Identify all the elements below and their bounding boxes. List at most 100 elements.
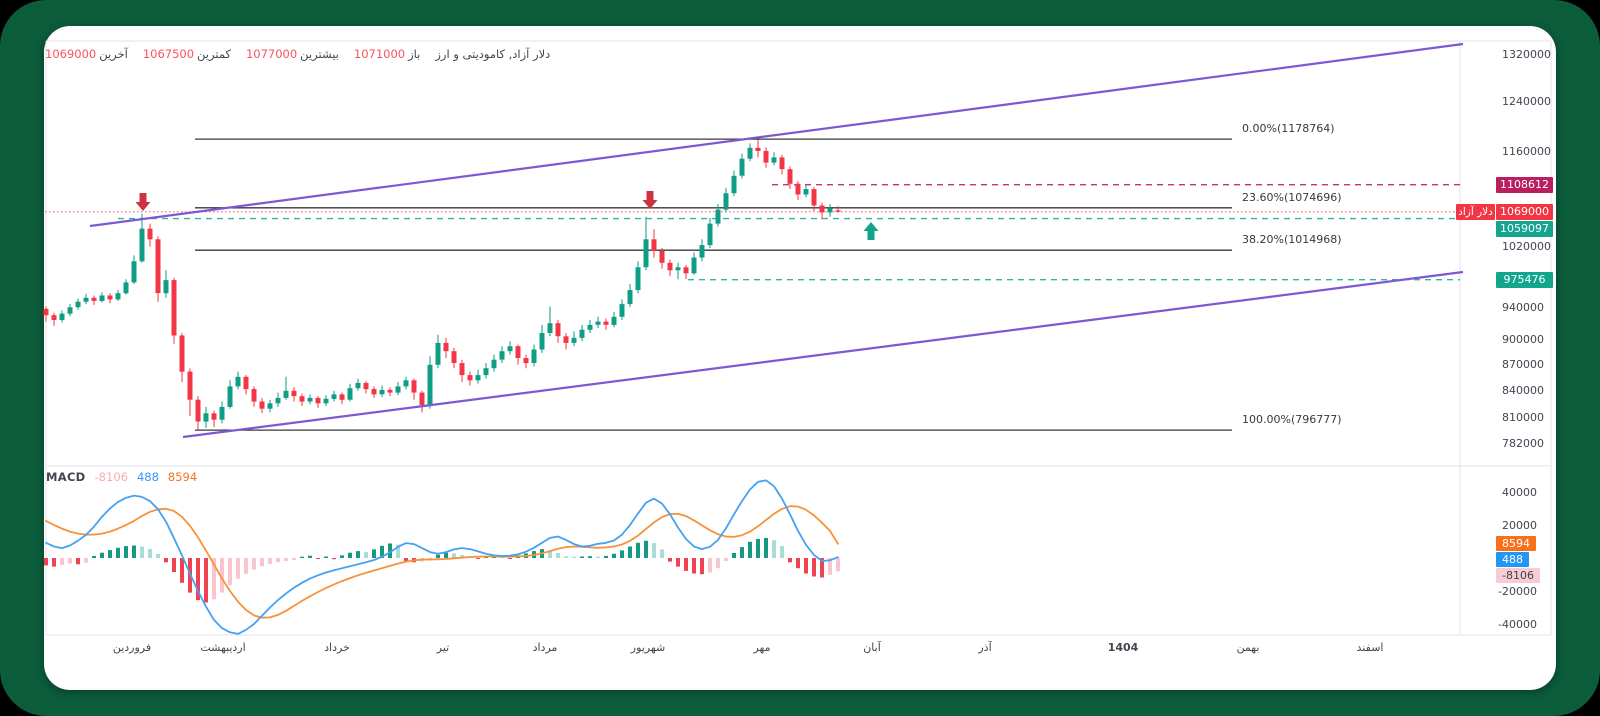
legend-last: آخرین 1069000 [45, 47, 128, 61]
candle [563, 336, 569, 343]
time-axis-label[interactable]: آذر [978, 641, 992, 654]
macd-hist-bar [636, 542, 640, 558]
macd-hist-bar [300, 556, 304, 558]
macd-hist-bar [620, 550, 624, 558]
candle [379, 389, 385, 395]
macd-axis-tick: -40000 [1498, 618, 1537, 631]
candle [635, 267, 641, 291]
candle [659, 251, 665, 263]
symbol-price-flag: دلار آزاد [1456, 204, 1495, 220]
macd-axis-badge: -8106 [1496, 568, 1540, 583]
candle [771, 157, 777, 163]
price-axis-tick: 782000 [1502, 437, 1544, 450]
candle [187, 371, 193, 400]
time-axis-label[interactable]: اسفند [1356, 641, 1384, 654]
macd-hist-bar [348, 552, 352, 558]
time-axis-label[interactable]: بهمن [1236, 641, 1260, 654]
candle [747, 147, 753, 159]
legend-last-value: 1069000 [45, 47, 97, 61]
candle [451, 351, 457, 363]
macd-hist-bar [92, 556, 96, 558]
macd-hist-bar [700, 558, 704, 575]
macd-hist-bar [732, 553, 736, 558]
macd-axis-tick: 40000 [1502, 486, 1537, 499]
macd-hist-bar [76, 558, 80, 565]
time-axis-label[interactable]: شهریور [630, 641, 666, 654]
time-axis-label[interactable]: فروردین [112, 641, 152, 654]
macd-axis-badge: 8594 [1496, 536, 1536, 551]
candle [443, 342, 449, 352]
macd-hist-bar [596, 556, 600, 558]
candle [627, 290, 633, 305]
macd-hist-bar [628, 546, 632, 558]
time-axis-label[interactable]: اردیبهشت [200, 641, 246, 654]
candle [75, 301, 81, 308]
macd-hist-bar [196, 558, 200, 601]
macd-hist-bar [476, 558, 480, 559]
macd-hist-bar [156, 554, 160, 558]
candle [83, 297, 89, 302]
candle [179, 335, 185, 372]
price-axis-tick: 900000 [1502, 333, 1544, 346]
candle [539, 333, 545, 350]
candle [283, 390, 289, 398]
candle [267, 403, 273, 409]
candle [619, 304, 625, 317]
macd-hist-bar [148, 549, 152, 558]
candle [707, 223, 713, 246]
candle [291, 390, 297, 397]
macd-hist-bar [796, 558, 800, 569]
price-axis-badge: 975476 [1496, 272, 1553, 288]
candle [755, 147, 761, 151]
price-axis-badge: 1108612 [1496, 177, 1553, 193]
price-axis-tick: 1320000 [1502, 48, 1551, 61]
candle [723, 193, 729, 210]
time-axis-label[interactable]: آبان [863, 641, 881, 654]
candle [467, 375, 473, 381]
candle [547, 323, 553, 333]
candle [107, 295, 113, 300]
candle [163, 280, 169, 294]
candle [787, 169, 793, 184]
macd-legend: MACD -8106 488 8594 [46, 470, 197, 484]
time-axis-label[interactable]: خرداد [324, 641, 350, 654]
time-axis-label[interactable]: تیر [436, 641, 450, 654]
macd-hist-bar [452, 553, 456, 558]
macd-hist-bar [52, 558, 56, 567]
candle [611, 316, 617, 325]
candle [411, 380, 417, 393]
price-axis-tick: 940000 [1502, 301, 1544, 314]
candle [419, 392, 425, 406]
macd-hist-bar [396, 544, 400, 558]
candle [651, 239, 657, 251]
macd-hist-bar [556, 553, 560, 558]
candle [827, 208, 833, 213]
candle [363, 382, 369, 390]
macd-hist-bar [668, 558, 672, 562]
macd-hist-bar [236, 558, 240, 579]
candle [331, 394, 337, 399]
candle [171, 280, 177, 336]
candle [387, 389, 393, 393]
candle [699, 245, 705, 258]
macd-hist-bar [836, 558, 840, 572]
macd-hist-bar [588, 556, 592, 558]
candle [99, 295, 105, 301]
price-axis-badge: 1069000 [1496, 204, 1553, 220]
macd-hist-bar [724, 558, 728, 561]
macd-hist-bar [508, 558, 512, 559]
price-axis-tick: 840000 [1502, 384, 1544, 397]
macd-hist-bar [356, 551, 360, 558]
symbol-legend: دلار آزاد, کامودیتی و ارز باز 1071000 بی… [45, 47, 550, 61]
macd-hist-bar [676, 558, 680, 567]
candle [131, 261, 137, 283]
macd-hist-bar [660, 549, 664, 558]
time-axis-label[interactable]: 1404 [1107, 641, 1139, 654]
time-axis-label[interactable]: مهر [753, 641, 771, 654]
macd-hist-bar [108, 550, 112, 558]
macd-hist-bar [284, 558, 288, 561]
candle [139, 228, 145, 262]
sell-arrow-icon [642, 191, 658, 209]
time-axis-label[interactable]: مرداد [532, 641, 558, 654]
